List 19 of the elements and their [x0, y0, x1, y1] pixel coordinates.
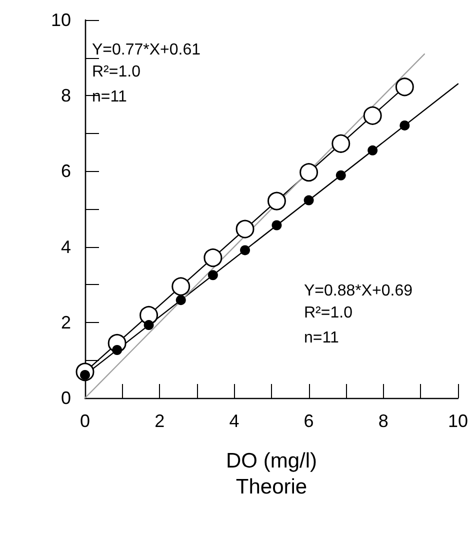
- annotation: Y=0.88*X+0.69: [304, 282, 413, 300]
- y-tick-label: 10: [50, 10, 71, 30]
- x-tick-label: 0: [80, 411, 90, 431]
- annotation: Y=0.77*X+0.61: [92, 42, 201, 58]
- x-tick-label: 4: [229, 411, 240, 431]
- annotation: R²=1.0: [304, 304, 353, 322]
- x-axis-title: DO (mg/l) Theorie: [226, 450, 317, 498]
- annotation: n=11: [92, 88, 127, 106]
- y-tick-label: 0: [60, 388, 71, 408]
- annotation: n=11: [304, 330, 339, 346]
- y-tick-label: 4: [60, 236, 71, 257]
- x-tick-label: 2: [154, 411, 165, 431]
- y-tick-label: 6: [60, 161, 71, 182]
- x-tick-label: 8: [378, 411, 388, 431]
- y-tick-label: 8: [60, 86, 71, 106]
- x-tick-label: 6: [304, 411, 314, 431]
- annotation: R²=1.0: [92, 64, 141, 80]
- y-tick-label: 2: [60, 312, 71, 332]
- x-tick-label: 10: [448, 411, 468, 431]
